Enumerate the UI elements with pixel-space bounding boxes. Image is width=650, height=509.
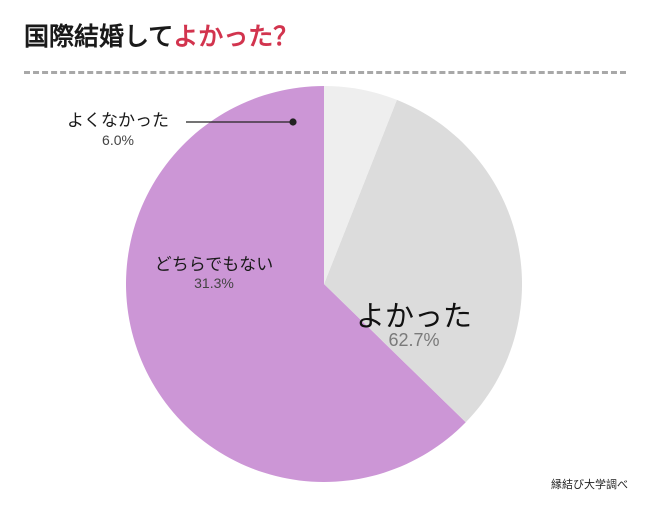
source-note: 縁結び大学調べ: [551, 478, 628, 491]
slice-label-どちらでもない: どちらでもない: [155, 255, 274, 275]
callout-dot: [289, 118, 297, 126]
slice-value-どちらでもない: 31.3%: [194, 275, 234, 291]
slice-label-よくなかった: よくなかった: [67, 111, 169, 131]
chart-title: 国際結婚してよかった？: [24, 24, 298, 49]
pie-slice-どちらでもない: [324, 99, 523, 423]
slice-label-よかった: よかった: [356, 299, 472, 333]
title-prefix: 国際結婚して: [24, 22, 174, 51]
slice-value-よかった: 62.7%: [388, 330, 439, 350]
pie-slice-よかった: [126, 86, 466, 482]
pie-slice-よくなかった: [324, 85, 397, 284]
title-divider: [24, 71, 626, 74]
title-highlight: よかった？: [173, 22, 299, 51]
slice-value-よくなかった: 6.0%: [102, 132, 134, 148]
